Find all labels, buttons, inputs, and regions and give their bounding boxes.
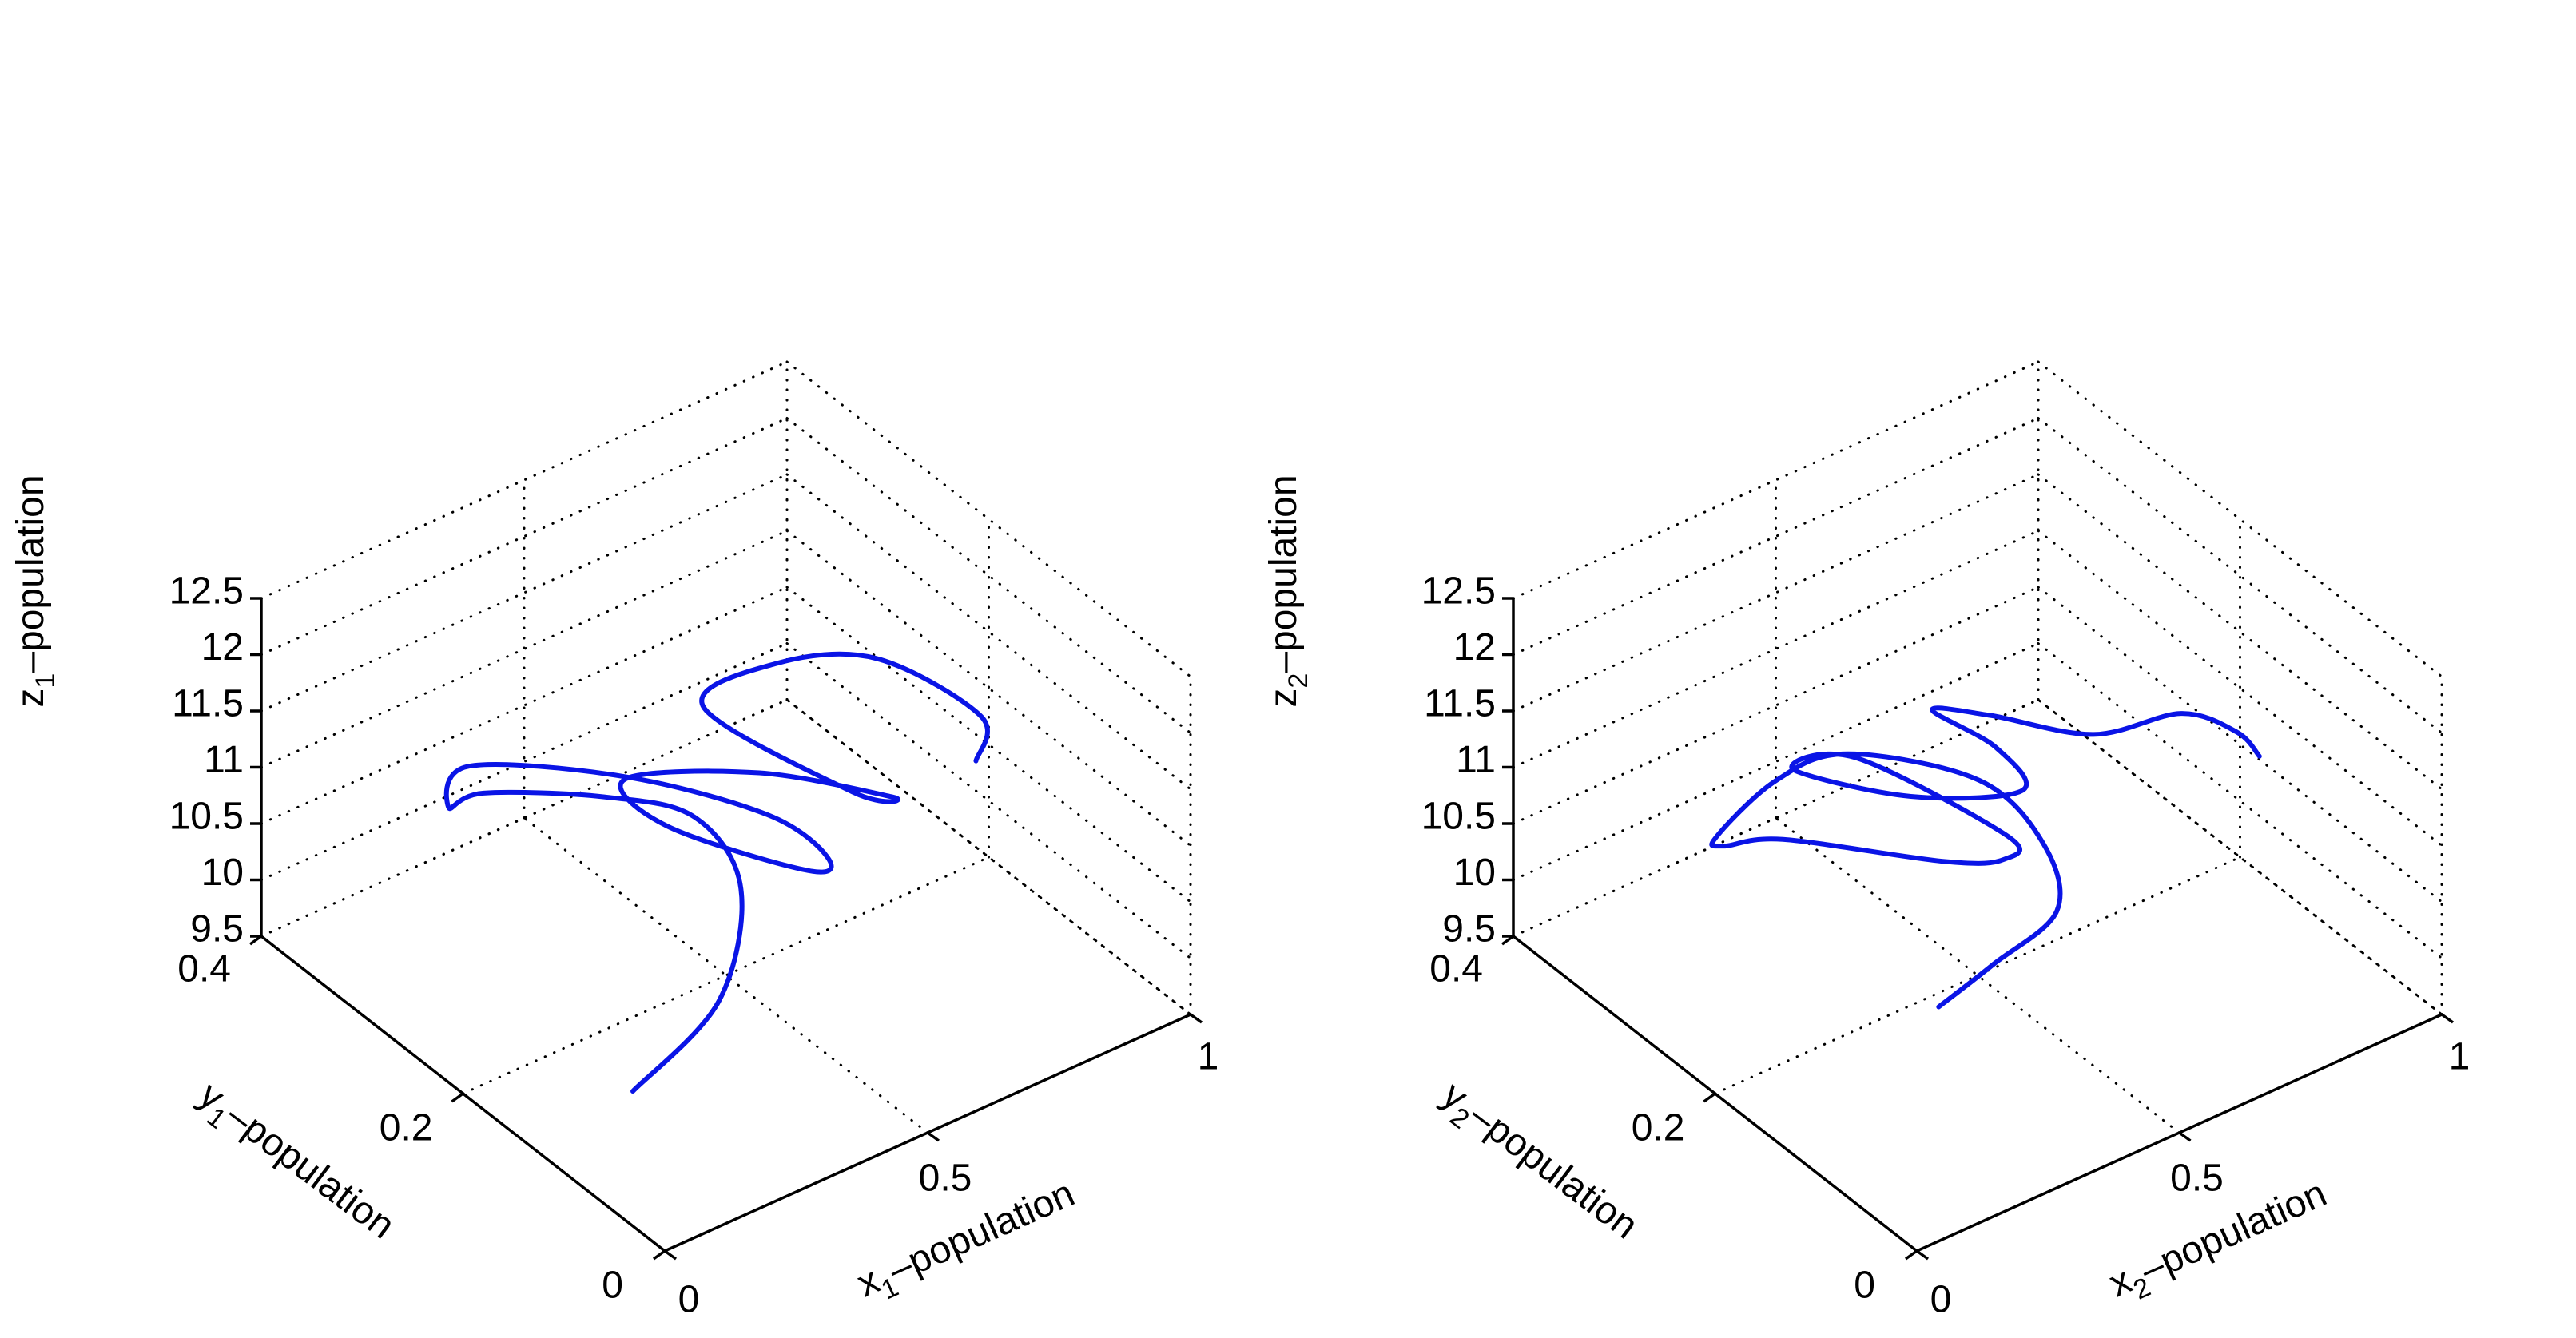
z-tick-label: 11.5	[172, 683, 244, 725]
grid-line	[2037, 586, 2443, 903]
x-tick-label: 0.5	[2170, 1157, 2224, 1200]
x-tick	[1915, 1249, 1930, 1261]
z-axis-title: z2–population	[1262, 474, 1314, 707]
z-tick-label: 10	[1453, 852, 1496, 894]
grid-line	[1512, 698, 2040, 938]
grid-line	[523, 816, 929, 1134]
grid-line	[2037, 642, 2443, 959]
grid-line	[260, 473, 789, 713]
z-tick-label: 12.5	[169, 570, 244, 613]
grid-line	[1512, 473, 2040, 713]
grid-line	[260, 586, 789, 825]
grid-line	[2037, 473, 2443, 791]
y-tick	[1703, 1092, 1716, 1103]
grid-line	[1714, 856, 2241, 1095]
grid-line	[1512, 417, 2040, 656]
y-tick-label: 0	[602, 1265, 623, 1307]
y-tick-label: 0.4	[177, 948, 231, 991]
x-tick-label: 0	[678, 1279, 700, 1321]
grid-line	[1512, 360, 2040, 600]
x-tick	[2178, 1131, 2192, 1142]
x-tick	[2440, 1013, 2455, 1024]
grid-line	[785, 473, 1192, 791]
z-tick-label: 10.5	[169, 796, 244, 838]
x-tick-label: 0	[1930, 1279, 1952, 1321]
z-tick-label: 11.5	[1424, 683, 1496, 725]
z-tick-label: 9.5	[1442, 908, 1496, 951]
y-axis-title: y1–population	[185, 1074, 402, 1254]
grid-line	[785, 642, 1192, 959]
grid-line	[1512, 586, 2040, 825]
grid-line	[260, 642, 789, 881]
grid-line	[785, 586, 1192, 903]
z-tick-label: 10.5	[1421, 796, 1496, 838]
grid-line	[462, 856, 990, 1095]
grid-line	[260, 417, 789, 656]
y-axis-title: y2–population	[1429, 1074, 1645, 1254]
y-tick	[1904, 1249, 1918, 1261]
grid-line	[1512, 642, 2040, 881]
z-tick-label: 12	[1453, 626, 1496, 669]
z-tick-label: 11	[204, 739, 244, 781]
z-tick-label: 9.5	[190, 908, 244, 951]
z-axis-title: z1–population	[10, 474, 61, 707]
grid	[1512, 360, 2443, 1253]
grid-line	[260, 530, 789, 768]
right-3d-plot: 9.51010.51111.51212.500.5100.20.4z2–popu…	[1262, 360, 2471, 1321]
trajectory-line	[443, 651, 990, 1094]
y-tick-label: 0.2	[1632, 1107, 1685, 1149]
x-tick	[1189, 1013, 1203, 1024]
y-tick-label: 0.2	[380, 1107, 433, 1149]
x-tick	[663, 1249, 678, 1261]
z-tick-label: 12	[201, 626, 244, 669]
y-tick-label: 0.4	[1429, 948, 1483, 991]
x-tick-label: 1	[2449, 1036, 2471, 1078]
y-tick-label: 0	[1854, 1265, 1875, 1307]
y-tick	[652, 1249, 666, 1261]
grid-line	[260, 698, 789, 938]
left-3d-plot: 9.51010.51111.51212.500.5100.20.4z1–popu…	[10, 360, 1219, 1321]
grid-line	[2037, 417, 2443, 734]
grid-line	[1512, 530, 2040, 768]
y-tick	[248, 935, 263, 946]
trajectory-line	[1709, 705, 2262, 1010]
y-tick	[1501, 935, 1515, 946]
grid-line	[260, 360, 789, 600]
z-tick-label: 11	[1456, 739, 1496, 781]
z-tick-label: 12.5	[1421, 570, 1496, 613]
y-tick	[451, 1092, 464, 1103]
x-tick	[926, 1131, 940, 1142]
x-tick-label: 1	[1198, 1036, 1219, 1078]
z-tick-label: 10	[201, 852, 244, 894]
grid-line	[785, 417, 1192, 734]
x-tick-label: 0.5	[919, 1157, 972, 1200]
